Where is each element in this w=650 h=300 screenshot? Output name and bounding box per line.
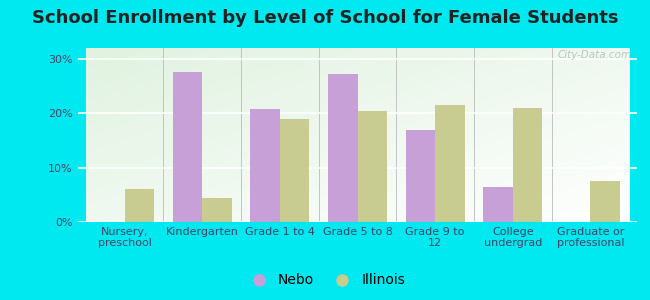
- Text: City-Data.com: City-Data.com: [557, 50, 631, 60]
- Bar: [513, 108, 542, 222]
- Legend: Nebo, Illinois: Nebo, Illinois: [239, 268, 411, 293]
- Bar: [483, 187, 513, 222]
- Bar: [173, 73, 202, 222]
- Bar: [280, 119, 309, 222]
- Text: School Enrollment by Level of School for Female Students: School Enrollment by Level of School for…: [32, 9, 618, 27]
- Bar: [435, 105, 465, 222]
- Bar: [358, 110, 387, 222]
- Bar: [202, 197, 231, 222]
- Bar: [250, 109, 280, 222]
- Bar: [328, 74, 358, 222]
- Bar: [125, 189, 154, 222]
- Bar: [406, 130, 435, 222]
- Bar: [590, 181, 620, 222]
